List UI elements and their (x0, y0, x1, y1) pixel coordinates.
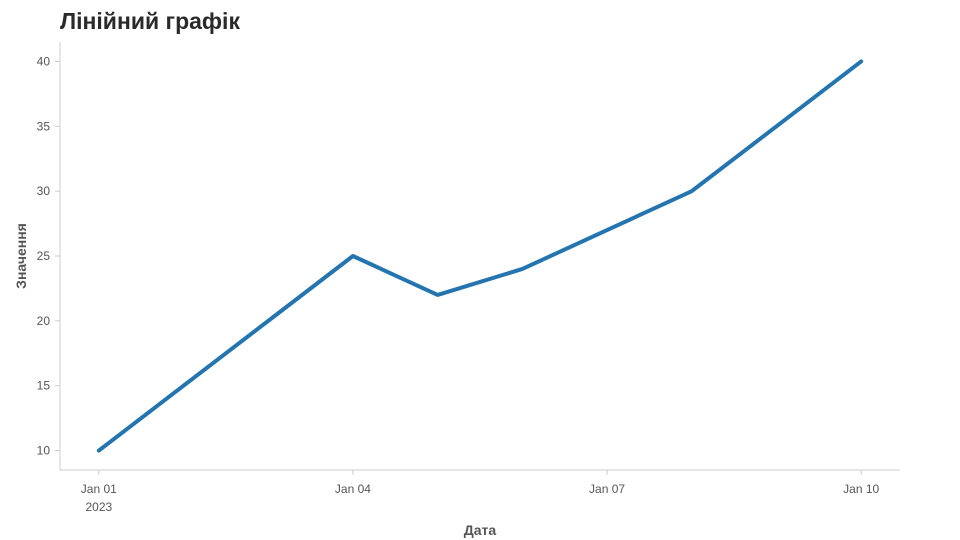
x-tick-label: Jan 07 (589, 482, 625, 496)
y-tick-label: 10 (37, 444, 51, 458)
x-tick-label: Jan 10 (843, 482, 879, 496)
x-tick-label: Jan 01 (81, 482, 117, 496)
y-tick-label: 35 (37, 119, 51, 133)
y-tick-label: 30 (37, 184, 51, 198)
y-tick-label: 40 (37, 54, 51, 68)
y-tick-label: 20 (37, 314, 51, 328)
y-axis-title: Значення (13, 223, 29, 289)
y-tick-label: 15 (37, 379, 51, 393)
x-tick-sublabel: 2023 (85, 500, 112, 514)
y-tick-label: 25 (37, 249, 51, 263)
chart-title: Лінійний графік (60, 8, 240, 34)
x-tick-label: Jan 04 (335, 482, 371, 496)
series-layer (96, 59, 864, 453)
x-axis-title: Дата (464, 522, 497, 538)
y-axis-ticks: 10 15 20 25 30 35 40 (37, 54, 60, 458)
x-axis-ticks: Jan 01 2023 Jan 04 Jan 07 Jan 10 (81, 470, 880, 514)
chart-axes (59, 42, 900, 471)
series-line (96, 59, 864, 453)
